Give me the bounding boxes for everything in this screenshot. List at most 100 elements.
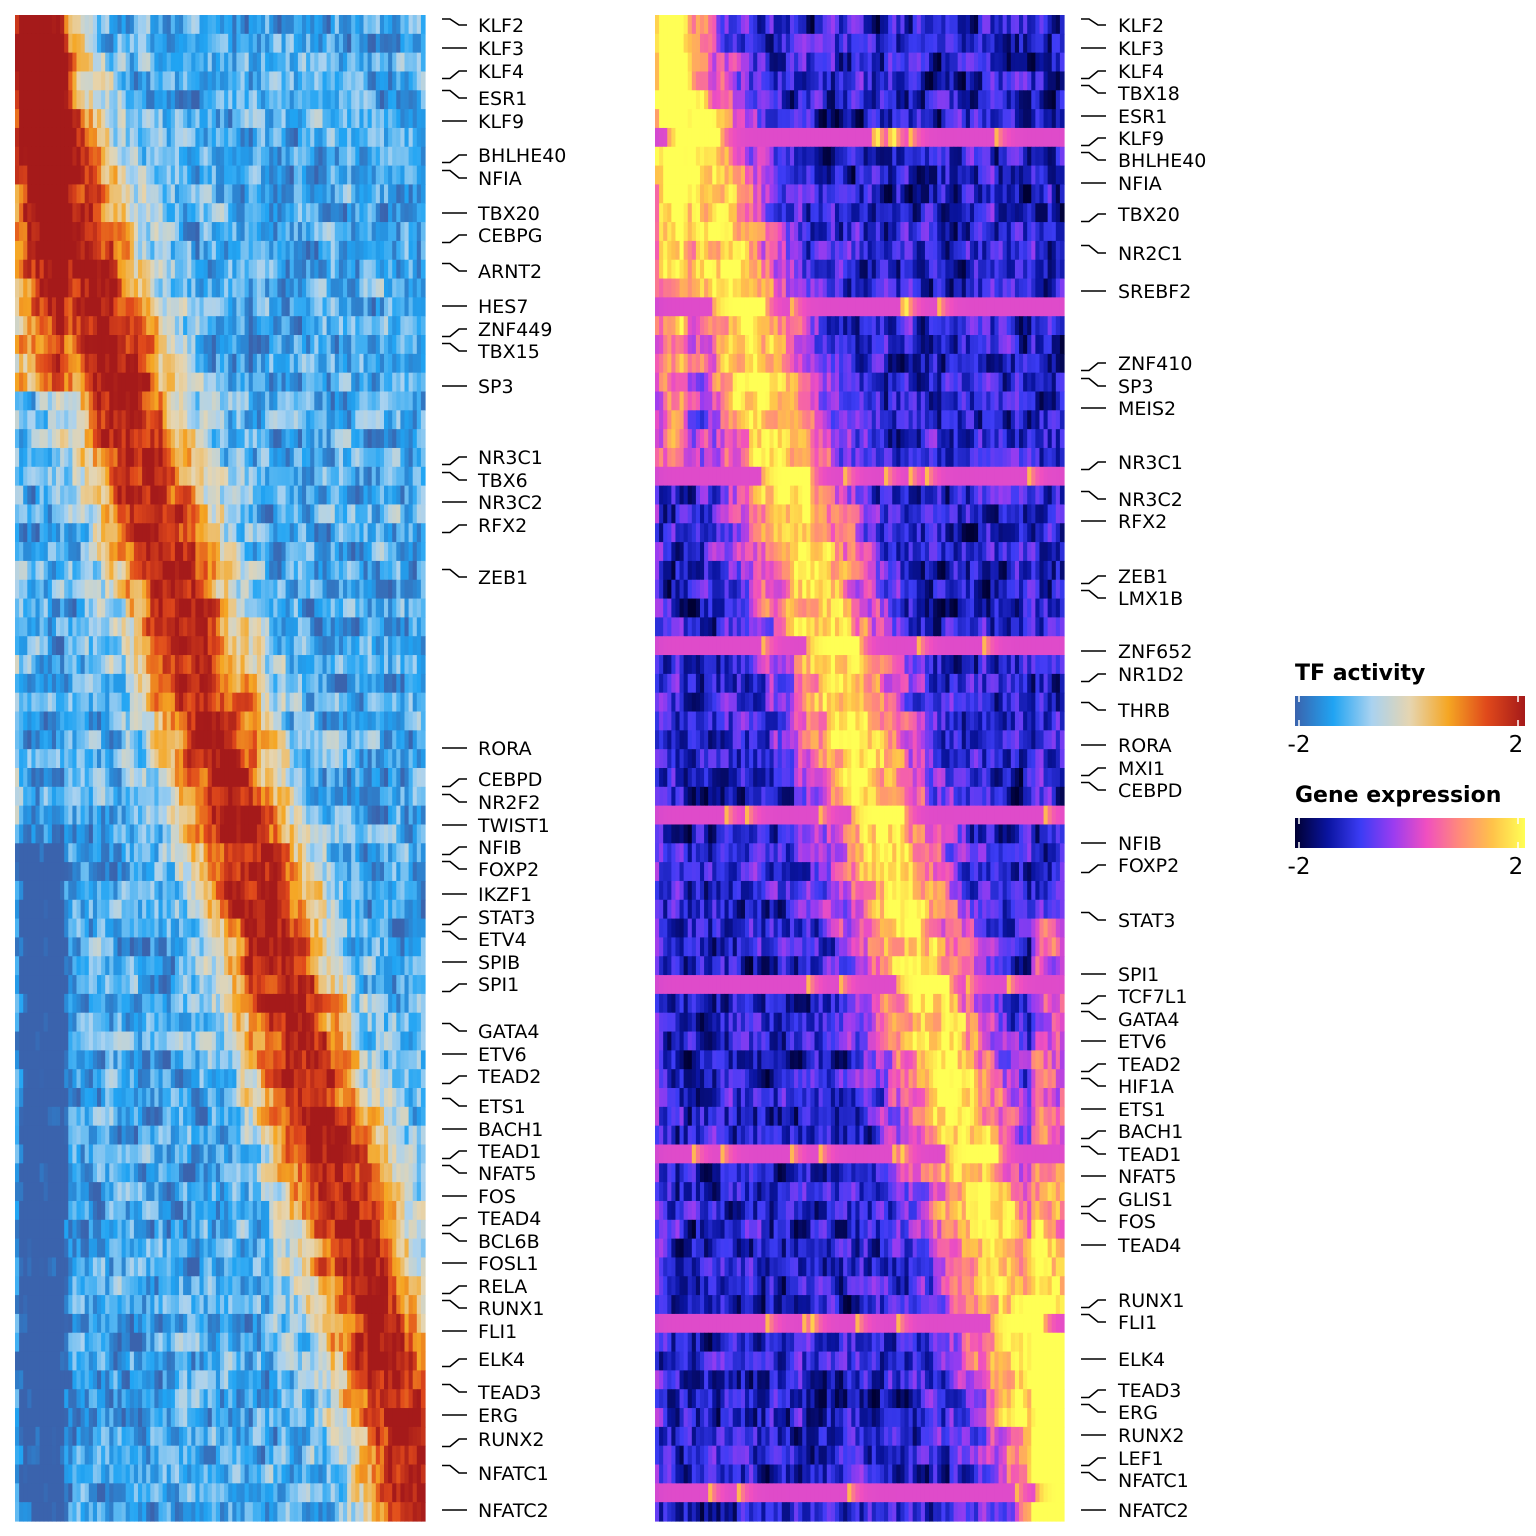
heatmap-cell <box>179 918 184 939</box>
heatmap-cell <box>211 899 217 920</box>
heatmap-cell <box>23 843 28 863</box>
heatmap-cell <box>88 259 94 280</box>
heatmap-cell <box>72 937 78 957</box>
heatmap-cell <box>51 523 57 543</box>
heatmap-cell <box>101 749 106 769</box>
heatmap-cell <box>404 843 410 863</box>
heatmap-cell <box>252 824 258 844</box>
heatmap-cell <box>334 711 340 731</box>
heatmap-cell <box>105 523 110 543</box>
heatmap-cell <box>261 843 266 863</box>
heatmap-cell <box>56 636 61 656</box>
heatmap-cell <box>351 297 356 317</box>
heatmap-cell <box>76 259 82 280</box>
heatmap-cell <box>244 636 250 656</box>
heatmap-cell <box>179 880 184 901</box>
heatmap-cell <box>322 542 328 562</box>
heatmap-cell <box>47 598 53 618</box>
heatmap-cell <box>138 824 143 844</box>
heatmap-cell <box>76 730 82 750</box>
heatmap-cell <box>215 673 221 694</box>
heatmap-cell <box>256 447 262 468</box>
heatmap-cell <box>142 278 147 298</box>
heatmap-cell <box>244 598 250 618</box>
heatmap-cell <box>232 485 237 506</box>
heatmap-cell <box>338 749 344 769</box>
heatmap-cell <box>191 673 196 694</box>
heatmap-cell <box>19 259 24 280</box>
heatmap-cell <box>359 523 365 543</box>
heatmap-cell <box>174 33 180 54</box>
heatmap-cell <box>43 71 49 91</box>
heatmap-cell <box>64 786 69 807</box>
heatmap-cell <box>232 843 237 863</box>
heatmap-cell <box>404 485 410 506</box>
heatmap-cell <box>121 259 127 280</box>
heatmap-cell <box>396 184 401 204</box>
heatmap-cell <box>281 203 287 223</box>
heatmap-cell <box>244 33 250 54</box>
heatmap-cell <box>170 862 176 882</box>
heatmap-cell <box>314 504 319 524</box>
heatmap-cell <box>412 937 418 957</box>
heatmap-cell <box>334 862 340 882</box>
heatmap-cell <box>179 146 184 167</box>
heatmap-cell <box>396 899 401 920</box>
heatmap-cell <box>371 240 377 261</box>
heatmap-cell <box>261 711 266 731</box>
heatmap-cell <box>355 485 360 506</box>
heatmap-cell <box>19 786 24 807</box>
heatmap-cell <box>252 636 258 656</box>
heatmap-cell <box>232 786 237 807</box>
heatmap-cell <box>72 560 78 581</box>
heatmap-cell <box>363 297 369 317</box>
heatmap-cell <box>359 598 365 618</box>
heatmap-cell <box>76 71 82 91</box>
heatmap-cell <box>355 918 360 939</box>
heatmap-cell <box>416 655 422 675</box>
heatmap-cell <box>187 109 192 129</box>
heatmap-cell <box>92 504 98 524</box>
heatmap-cell <box>158 862 164 882</box>
heatmap-cell <box>129 504 135 524</box>
heatmap-cell <box>174 184 180 204</box>
heatmap-cell <box>236 109 242 129</box>
heatmap-cell <box>51 222 57 242</box>
heatmap-cell <box>142 918 147 939</box>
heatmap-cell <box>256 542 262 562</box>
heatmap-cell <box>400 862 406 882</box>
heatmap-cell <box>265 843 270 863</box>
heatmap-cell <box>162 127 168 148</box>
heatmap-cell <box>322 692 328 713</box>
heatmap-cell <box>248 636 254 656</box>
heatmap-cell <box>306 768 311 788</box>
heatmap-cell <box>384 786 389 807</box>
heatmap-cell <box>211 297 217 317</box>
heatmap-cell <box>64 617 69 637</box>
heatmap-cell <box>15 542 20 562</box>
heatmap-cell <box>72 259 78 280</box>
heatmap-cell <box>187 560 192 581</box>
heatmap-cell <box>236 127 242 148</box>
heatmap-cell <box>285 297 291 317</box>
heatmap-cell <box>420 485 426 506</box>
heatmap-cell <box>371 749 377 769</box>
heatmap-cell <box>68 843 73 863</box>
heatmap-cell <box>338 203 344 223</box>
heatmap-cell <box>277 749 283 769</box>
heatmap-cell <box>92 127 98 148</box>
heatmap-cell <box>125 862 131 882</box>
heatmap-cell <box>191 109 196 129</box>
heatmap-cell <box>256 316 262 336</box>
heatmap-cell <box>51 240 57 261</box>
heatmap-cell <box>388 824 393 844</box>
heatmap-cell <box>269 90 274 110</box>
heatmap-cell <box>326 165 332 186</box>
heatmap-cell <box>146 730 151 750</box>
heatmap-cell <box>355 429 360 449</box>
heatmap-cell <box>203 730 209 750</box>
heatmap-cell <box>379 33 385 54</box>
heatmap-cell <box>211 127 217 148</box>
heatmap-cell <box>285 165 291 186</box>
heatmap-cell <box>330 297 336 317</box>
